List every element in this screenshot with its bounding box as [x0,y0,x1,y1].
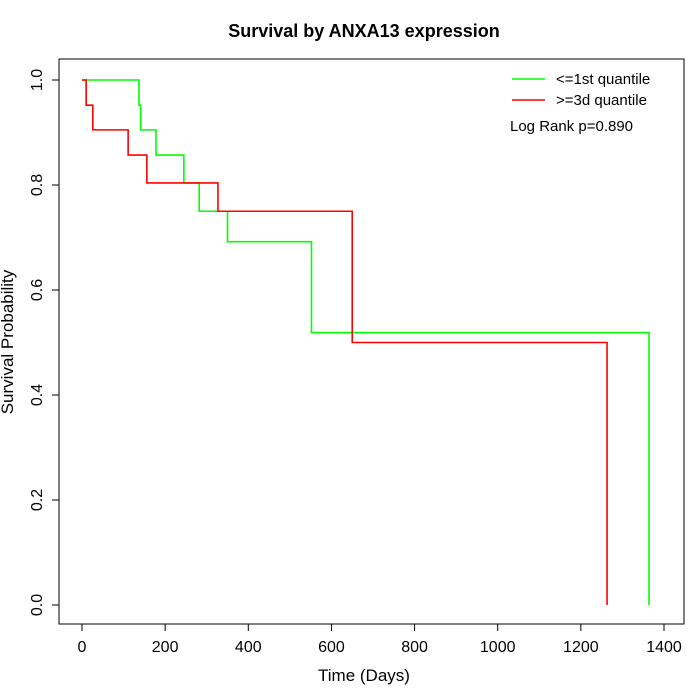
x-axis-label: Time (Days) [318,666,410,685]
x-tick-label: 1000 [480,639,516,656]
y-tick-label: 0.8 [29,174,46,196]
legend-label: <=1st quantile [556,71,650,88]
log-rank-annotation: Log Rank p=0.890 [510,118,633,135]
y-axis: 0.0 0.2 0.4 0.6 0.8 1.0 [29,69,60,616]
x-tick-label: 800 [401,639,428,656]
x-tick-label: 600 [318,639,345,656]
plot-frame [58,58,685,625]
x-axis: 0 200 400 600 800 1000 1200 1400 [78,623,682,656]
y-tick-label: 0.0 [29,594,46,616]
series-layer [82,79,650,605]
y-axis-label: Survival Probability [0,269,17,414]
x-tick-label: 400 [235,639,262,656]
x-tick-label: 1400 [646,639,682,656]
y-tick-label: 0.6 [29,279,46,301]
legend: <=1st quantile >=3d quantile [512,71,650,109]
x-tick-label: 1200 [563,639,599,656]
x-tick-label: 200 [152,639,179,656]
y-tick-label: 1.0 [29,69,46,91]
y-tick-label: 0.4 [29,384,46,406]
series-line-2 [82,79,608,605]
x-tick-label: 0 [78,639,87,656]
chart-title: Survival by ANXA13 expression [228,21,499,41]
legend-label: >=3d quantile [556,92,647,109]
y-tick-label: 0.2 [29,489,46,511]
